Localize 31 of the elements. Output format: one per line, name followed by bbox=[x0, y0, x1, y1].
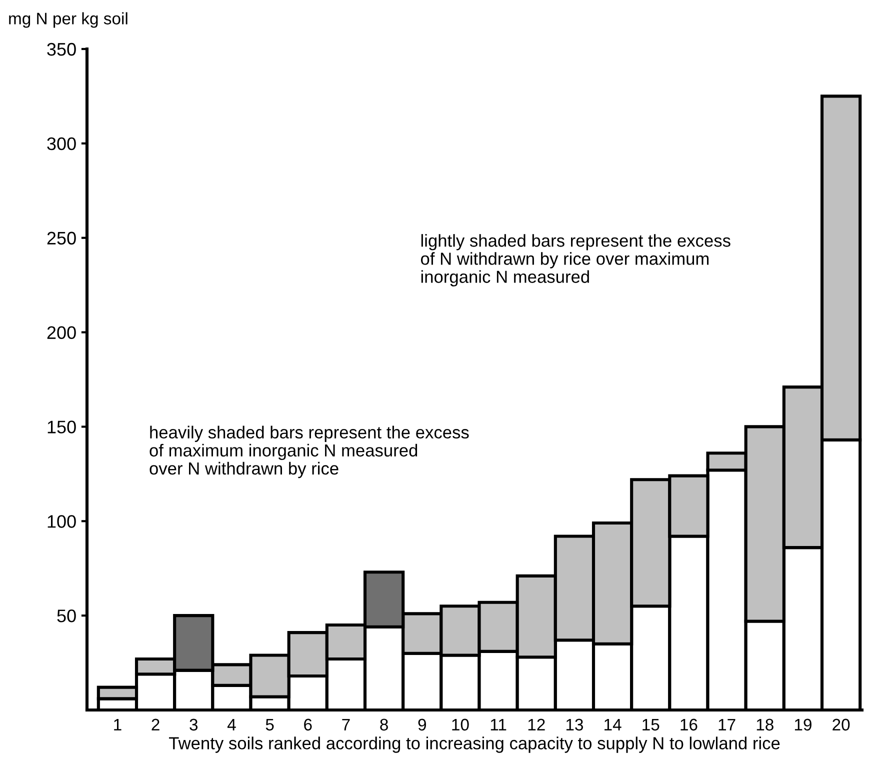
x-tick-label: 8 bbox=[380, 718, 388, 731]
x-tick-label: 18 bbox=[756, 718, 774, 731]
x-tick-label: 11 bbox=[490, 718, 506, 730]
x-tick-label: 3 bbox=[190, 718, 198, 731]
annotation: lightly shaded bars represent the excess of N withdrawn by rice over maximum inorganic N measured bbox=[420, 234, 730, 286]
y-tick-label: 200 bbox=[47, 326, 76, 340]
x-tick-label: 5 bbox=[266, 718, 274, 731]
x-tick-label: 10 bbox=[452, 718, 469, 731]
x-tick-label: 6 bbox=[304, 718, 312, 731]
x-tick-label: 20 bbox=[832, 718, 850, 731]
y-tick-label: 250 bbox=[47, 232, 76, 245]
annotation: heavily shaded bars represent the excess of maximum inorganic N measured over N withdrawn by rice bbox=[150, 426, 469, 478]
x-tick-label: 15 bbox=[642, 718, 660, 731]
x-tick-label: 1 bbox=[114, 718, 122, 730]
x-tick-label: 14 bbox=[604, 718, 622, 730]
y-tick-label: 50 bbox=[57, 610, 76, 622]
y-tick-label: 350 bbox=[47, 42, 76, 56]
x-tick-label: 17 bbox=[718, 718, 736, 730]
x-tick-label: 7 bbox=[342, 718, 350, 730]
y-tick-label: 100 bbox=[48, 515, 76, 528]
y-axis-title: mg N per kg soil bbox=[9, 12, 128, 28]
y-tick-label: 150 bbox=[48, 420, 76, 434]
x-tick-label: 2 bbox=[152, 718, 160, 730]
x-tick-label: 19 bbox=[794, 718, 812, 731]
y-tick-label: 300 bbox=[47, 137, 76, 150]
x-axis-title: Twenty soils ranked according to increasing capacity to supply N to lowland rice bbox=[169, 736, 780, 753]
x-tick-label: 4 bbox=[227, 718, 236, 730]
x-tick-label: 12 bbox=[528, 718, 545, 730]
x-tick-label: 16 bbox=[680, 718, 698, 731]
x-tick-label: 9 bbox=[418, 718, 426, 731]
x-tick-label: 13 bbox=[566, 718, 584, 731]
